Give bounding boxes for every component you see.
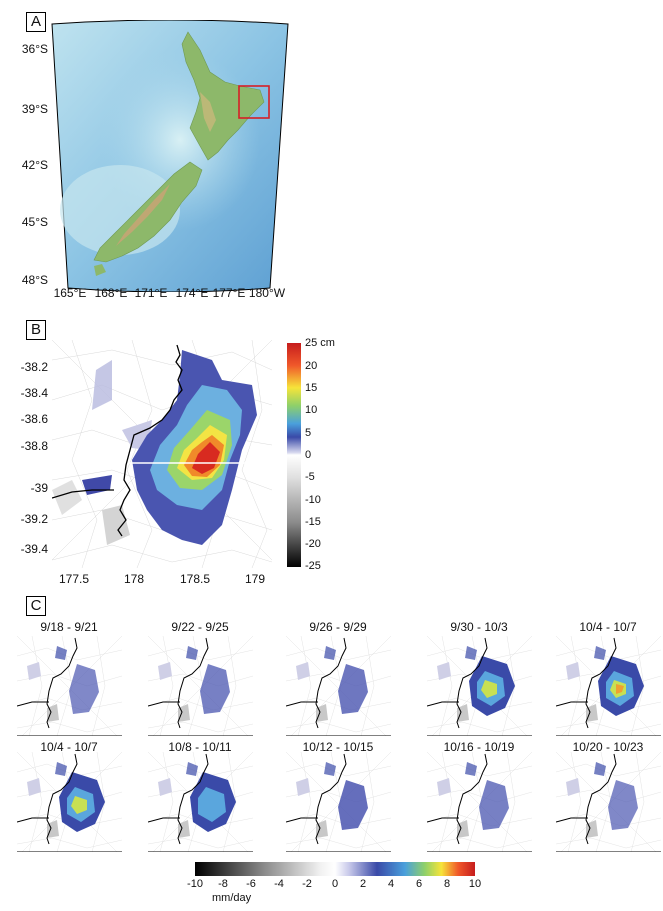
period-title: 10/16 - 10/19 xyxy=(443,740,515,754)
period-title: 10/4 - 10/7 xyxy=(579,620,637,634)
period-title: 10/20 - 10/23 xyxy=(572,740,644,754)
lon-label: 168°E xyxy=(94,286,128,300)
period-map xyxy=(286,752,391,852)
colorbar-c-tick: -4 xyxy=(274,878,284,890)
lon-label: 174°E xyxy=(175,286,209,300)
lon-label: 171°E xyxy=(134,286,168,300)
lat-label: 36°S xyxy=(21,42,48,56)
x-tick-label: 177.5 xyxy=(58,572,90,586)
displacement-map xyxy=(52,340,272,568)
lat-label: 42°S xyxy=(21,158,48,172)
panel-c-label: C xyxy=(26,596,46,616)
colorbar-c-tick: 6 xyxy=(415,878,423,890)
new-zealand-map xyxy=(50,20,290,292)
colorbar-c xyxy=(195,862,475,876)
period-map xyxy=(427,636,532,736)
period-title: 10/4 - 10/7 xyxy=(40,740,98,754)
period-title: 10/12 - 10/15 xyxy=(302,740,374,754)
x-tick-label: 178 xyxy=(123,572,145,586)
colorbar-label: 0 xyxy=(305,449,312,461)
colorbar-label: -25 xyxy=(305,560,321,572)
period-title: 10/8 - 10/11 xyxy=(168,740,232,754)
period-map xyxy=(427,752,532,852)
y-tick-label: -38.8 xyxy=(20,439,48,453)
colorbar-b xyxy=(287,343,301,567)
x-tick-label: 179 xyxy=(244,572,266,586)
y-tick-label: -38.6 xyxy=(20,412,48,426)
lon-label: 165°E xyxy=(53,286,87,300)
period-title: 9/30 - 10/3 xyxy=(450,620,508,634)
colorbar-label: 10 xyxy=(305,404,318,416)
y-tick-label: -38.2 xyxy=(20,360,48,374)
period-title: 9/18 - 9/21 xyxy=(40,620,98,634)
colorbar-c-tick: 0 xyxy=(331,878,339,890)
colorbar-label: -20 xyxy=(305,538,321,550)
period-map xyxy=(17,752,122,852)
period-map xyxy=(148,752,253,852)
panel-b-label: B xyxy=(26,320,46,340)
colorbar-label: -15 xyxy=(305,516,321,528)
colorbar-label: -5 xyxy=(305,471,315,483)
colorbar-label: 15 xyxy=(305,382,318,394)
colorbar-c-tick: -8 xyxy=(218,878,228,890)
colorbar-c-tick: 8 xyxy=(443,878,451,890)
period-map xyxy=(17,636,122,736)
x-tick-label: 178.5 xyxy=(179,572,211,586)
period-map xyxy=(148,636,253,736)
colorbar-c-tick: 10 xyxy=(468,878,482,890)
colorbar-c-tick: 4 xyxy=(387,878,395,890)
lat-label: 48°S xyxy=(21,273,48,287)
colorbar-unit: mm/day xyxy=(212,892,252,904)
colorbar-c-tick: -6 xyxy=(246,878,256,890)
colorbar-c-tick: -2 xyxy=(302,878,312,890)
y-tick-label: -39 xyxy=(30,481,48,495)
period-map xyxy=(286,636,391,736)
panel-a-label: A xyxy=(26,12,46,32)
lon-label: 180°W xyxy=(248,286,286,300)
colorbar-label: 25 cm xyxy=(305,337,335,349)
period-map xyxy=(556,752,661,852)
colorbar-label: 5 xyxy=(305,427,312,439)
y-tick-label: -39.2 xyxy=(20,512,48,526)
colorbar-c-tick: -10 xyxy=(187,878,203,890)
period-map xyxy=(556,636,661,736)
period-title: 9/22 - 9/25 xyxy=(171,620,229,634)
colorbar-label: -10 xyxy=(305,494,321,506)
period-title: 9/26 - 9/29 xyxy=(309,620,367,634)
lon-label: 177°E xyxy=(212,286,246,300)
y-tick-label: -38.4 xyxy=(20,386,48,400)
study-area-box xyxy=(238,85,270,119)
lat-label: 45°S xyxy=(21,215,48,229)
colorbar-label: 20 xyxy=(305,360,318,372)
colorbar-c-tick: 2 xyxy=(359,878,367,890)
lat-label: 39°S xyxy=(21,102,48,116)
y-tick-label: -39.4 xyxy=(20,542,48,556)
